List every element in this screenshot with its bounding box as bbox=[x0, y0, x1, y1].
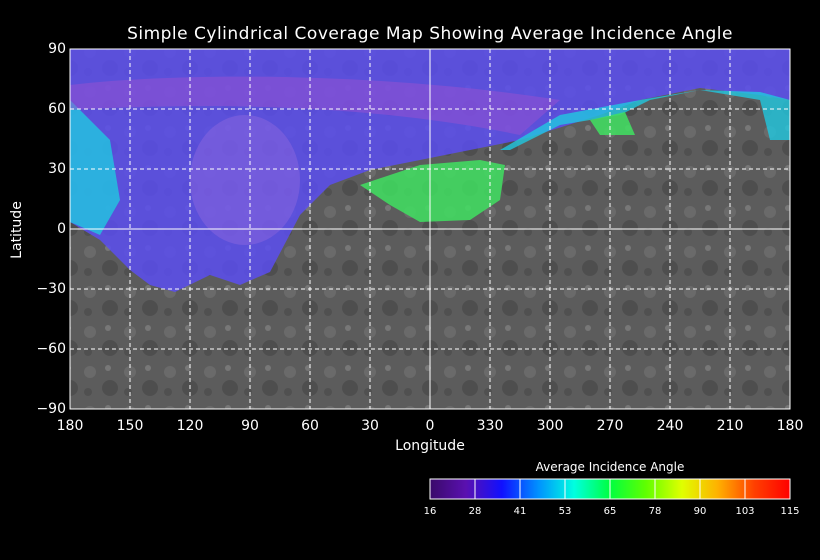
x-tick-label: 300 bbox=[536, 418, 564, 434]
y-tick-label: −90 bbox=[36, 401, 66, 417]
y-tick-label: 0 bbox=[57, 221, 66, 237]
colorbar-title: Average Incidence Angle bbox=[535, 460, 685, 474]
colorbar bbox=[429, 478, 791, 500]
x-tick-label: 240 bbox=[656, 418, 684, 434]
x-tick-label: 0 bbox=[425, 418, 435, 434]
colorbar-tick-label: 16 bbox=[423, 506, 437, 517]
colorbar-tick-label: 28 bbox=[468, 506, 482, 517]
y-tick-label: −30 bbox=[36, 281, 66, 297]
plot-frame bbox=[69, 48, 791, 410]
x-axis-label: Longitude bbox=[395, 438, 465, 454]
colorbar-tick-label: 90 bbox=[693, 506, 707, 517]
x-tick-label: 180 bbox=[776, 418, 804, 434]
x-tick-label: 180 bbox=[56, 418, 84, 434]
colorbar-tick-label: 41 bbox=[513, 506, 527, 517]
coverage-green bbox=[360, 112, 635, 222]
y-tick-label: 60 bbox=[48, 101, 66, 117]
x-tick-label: 210 bbox=[716, 418, 744, 434]
crater-overlay bbox=[190, 115, 300, 245]
y-tick-label: 30 bbox=[48, 161, 66, 177]
y-tick-label: −60 bbox=[36, 341, 66, 357]
map-title: Simple Cylindrical Coverage Map Showing … bbox=[127, 24, 733, 44]
coverage-purple-band bbox=[70, 76, 560, 135]
colorbar-tick-label: 103 bbox=[735, 506, 755, 517]
y-axis-label: Latitude bbox=[8, 201, 25, 259]
colorbar-tick-label: 115 bbox=[780, 506, 800, 517]
x-tick-label: 330 bbox=[476, 418, 504, 434]
x-tick-label: 60 bbox=[301, 418, 319, 434]
x-tick-label: 270 bbox=[596, 418, 624, 434]
x-tick-label: 90 bbox=[241, 418, 259, 434]
x-tick-label: 30 bbox=[361, 418, 379, 434]
x-tick-label: 150 bbox=[116, 418, 144, 434]
colorbar-tick-label: 78 bbox=[648, 506, 662, 517]
colorbar-tick-label: 53 bbox=[558, 506, 572, 517]
y-tick-label: 90 bbox=[48, 41, 66, 57]
colorbar-tick-label: 65 bbox=[603, 506, 617, 517]
grid-lines bbox=[70, 49, 790, 409]
x-tick-label: 120 bbox=[176, 418, 204, 434]
